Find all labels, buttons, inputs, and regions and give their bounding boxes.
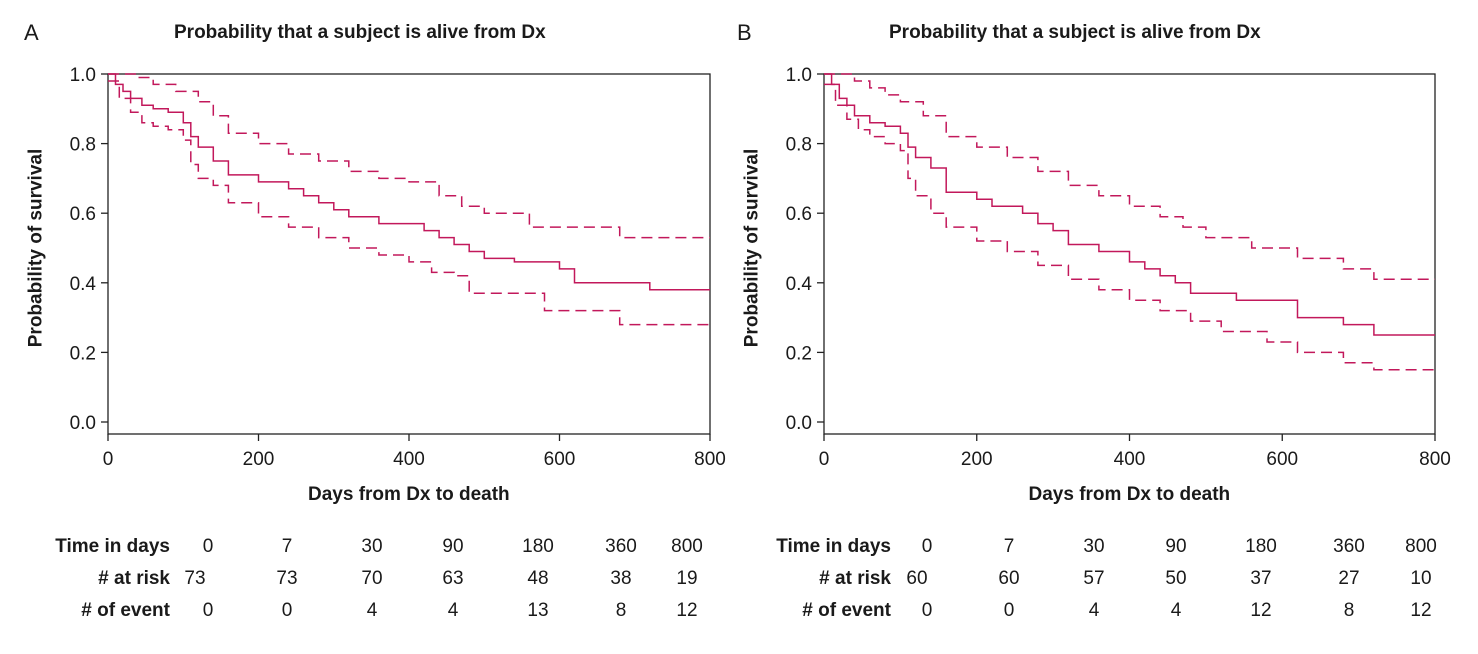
risk-cell: 8 [1343, 600, 1355, 621]
risk-cell: 360 [1333, 536, 1365, 557]
panel-letter: B [737, 20, 752, 45]
y-tick-label: 0.4 [786, 274, 813, 295]
risk-cell: 70 [361, 568, 383, 589]
y-tick-label: 0.0 [786, 413, 812, 434]
risk-cell: 4 [366, 600, 378, 621]
y-tick-label: 0.0 [70, 413, 96, 434]
panel-letter: A [24, 20, 39, 45]
plot-frame [107, 73, 711, 435]
risk-table: Time in days 0 7 30 90 180 360 800 # at … [0, 536, 739, 636]
risk-row-label: # of event [802, 600, 891, 621]
risk-cell: 0 [921, 600, 933, 621]
x-axis-title: Days from Dx to death [308, 484, 510, 505]
risk-cell: 4 [1088, 600, 1100, 621]
risk-cell: 7 [281, 536, 293, 557]
risk-cell: 60 [998, 568, 1020, 589]
risk-row-label: # at risk [819, 568, 891, 589]
x-tick-label: 0 [819, 449, 830, 470]
chart-title: Probability that a subject is alive from… [889, 22, 1261, 43]
risk-cell: 7 [1003, 536, 1015, 557]
risk-cell: 0 [921, 536, 933, 557]
risk-row-time: Time in days 0 7 30 90 180 360 800 [739, 536, 1478, 566]
risk-cell: 12 [1250, 600, 1272, 621]
confidence-band-line [824, 73, 1435, 281]
x-tick-label: 600 [1266, 449, 1298, 470]
risk-cell: 57 [1083, 568, 1105, 589]
chart-panel-a: A Probability that a subject is alive fr… [0, 20, 739, 636]
survival-curve [824, 73, 1435, 336]
risk-cell: 73 [184, 568, 206, 589]
y-tick-label: 0.6 [786, 204, 812, 225]
risk-cell: 13 [527, 600, 549, 621]
x-tick-label: 600 [544, 449, 576, 470]
confidence-band-line [108, 80, 710, 326]
risk-cell: 73 [276, 568, 298, 589]
x-tick-label: 800 [694, 449, 726, 470]
risk-row-events: # of event 0 0 4 4 12 8 12 [739, 600, 1478, 630]
risk-cell: 37 [1250, 568, 1272, 589]
risk-cell: 48 [527, 568, 549, 589]
km-plot-b: 0.0 0.2 0.4 0.6 0.8 1.0 0 200 400 600 800 [786, 65, 1451, 470]
risk-row-events: # of event 0 0 4 4 13 8 12 [0, 600, 739, 630]
y-tick-label: 0.2 [70, 343, 96, 364]
x-tick-label: 200 [243, 449, 275, 470]
risk-row-label: # at risk [98, 568, 170, 589]
x-axis-title: Days from Dx to death [1028, 484, 1231, 505]
y-tick-label: 0.8 [786, 135, 812, 156]
chart-panel-b: B Probability that a subject is alive fr… [737, 0, 1478, 654]
risk-cell: 60 [906, 568, 928, 589]
risk-cell: 63 [442, 568, 464, 589]
risk-cell: 90 [1165, 536, 1187, 557]
risk-cell: 8 [615, 600, 627, 621]
risk-cell: 800 [671, 536, 703, 557]
risk-row-label: # of event [81, 600, 170, 621]
y-tick-label: 0.6 [70, 204, 96, 225]
survival-curve [108, 73, 710, 291]
risk-row-at-risk: # at risk 60 60 57 50 37 27 10 [739, 568, 1478, 598]
risk-cell: 4 [1170, 600, 1182, 621]
km-plot-a: 0.0 0.2 0.4 0.6 0.8 1.0 0 200 400 600 800 [70, 65, 726, 470]
chart-title: Probability that a subject is alive from… [174, 22, 546, 43]
x-tick-label: 0 [103, 449, 114, 470]
y-tick-label: 1.0 [786, 65, 812, 86]
risk-cell: 30 [361, 536, 383, 557]
y-axis-title: Probability of survival [740, 148, 762, 348]
risk-cell: 12 [1410, 600, 1432, 621]
y-tick-label: 0.2 [786, 343, 812, 364]
risk-cell: 180 [522, 536, 554, 557]
risk-row-at-risk: # at risk 73 73 70 63 48 38 19 [0, 568, 739, 598]
y-tick-label: 0.8 [70, 135, 96, 156]
risk-table: Time in days 0 7 30 90 180 360 800 # at … [739, 536, 1478, 636]
y-tick-label: 0.4 [70, 274, 97, 295]
confidence-band-line [824, 83, 1435, 371]
risk-row-time: Time in days 0 7 30 90 180 360 800 [0, 536, 739, 566]
confidence-band-line [108, 73, 710, 239]
risk-cell: 10 [1410, 568, 1432, 589]
risk-cell: 19 [676, 568, 698, 589]
risk-cell: 12 [676, 600, 698, 621]
risk-cell: 360 [605, 536, 637, 557]
risk-cell: 4 [447, 600, 459, 621]
risk-cell: 0 [281, 600, 293, 621]
risk-cell: 800 [1405, 536, 1437, 557]
risk-cell: 0 [202, 536, 214, 557]
risk-cell: 0 [1003, 600, 1015, 621]
risk-row-label: Time in days [55, 536, 170, 557]
risk-cell: 30 [1083, 536, 1105, 557]
x-tick-label: 800 [1419, 449, 1451, 470]
y-axis-title: Probability of survival [24, 148, 46, 348]
risk-cell: 27 [1338, 568, 1360, 589]
x-tick-label: 200 [961, 449, 993, 470]
risk-cell: 90 [442, 536, 464, 557]
x-tick-label: 400 [1114, 449, 1146, 470]
risk-cell: 0 [202, 600, 214, 621]
y-tick-label: 1.0 [70, 65, 96, 86]
risk-cell: 180 [1245, 536, 1277, 557]
risk-cell: 50 [1165, 568, 1187, 589]
risk-cell: 38 [610, 568, 632, 589]
x-tick-label: 400 [393, 449, 425, 470]
risk-row-label: Time in days [776, 536, 891, 557]
